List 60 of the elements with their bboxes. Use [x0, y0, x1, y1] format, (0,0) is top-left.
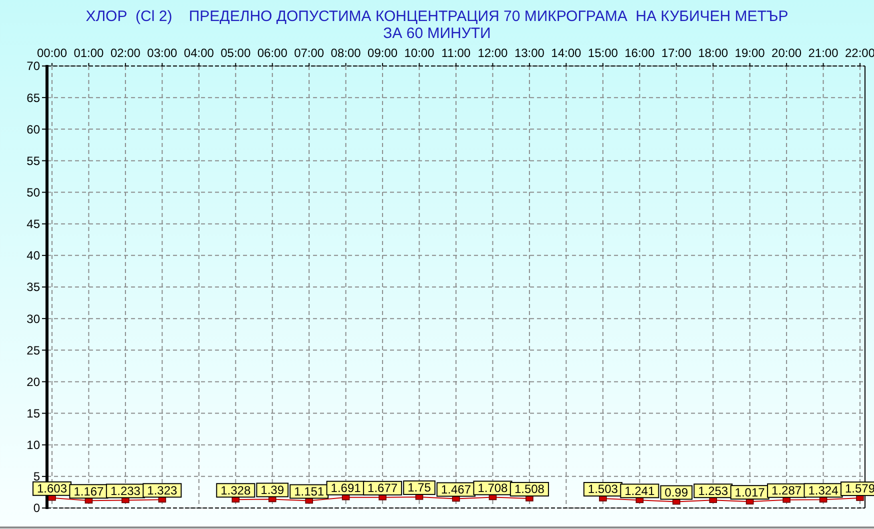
data-label: 1.75: [408, 480, 432, 495]
y-tick-label: 45: [26, 217, 40, 232]
y-tick-label: 65: [26, 90, 40, 105]
data-label: 1.508: [514, 482, 545, 496]
y-tick-label: 5: [33, 470, 40, 484]
y-tick-label: 35: [26, 280, 40, 294]
x-tick-label: 04:00: [184, 46, 214, 60]
data-label: 1.323: [147, 483, 178, 498]
x-tick-label: 15:00: [588, 46, 618, 60]
data-label: 1.287: [772, 484, 802, 498]
y-tick-label: 10: [26, 438, 40, 452]
x-tick-label: 10:00: [404, 46, 435, 60]
data-label: 1.253: [698, 484, 728, 498]
y-tick-label: 20: [26, 374, 40, 389]
y-tick-label: 55: [26, 154, 40, 168]
data-label: 1.241: [624, 484, 655, 498]
x-tick-label: 08:00: [330, 46, 362, 60]
data-label: 1.324: [808, 483, 839, 498]
x-tick-label: 17:00: [661, 46, 692, 60]
data-label: 1.328: [220, 483, 251, 498]
x-tick-label: 02:00: [110, 46, 141, 60]
data-label: 1.017: [734, 485, 766, 500]
x-tick-label: 19:00: [734, 46, 766, 60]
y-tick-label: 40: [26, 248, 40, 263]
data-label: 1.579: [844, 482, 874, 496]
x-tick-label: 11:00: [441, 46, 471, 60]
y-tick-label: 60: [26, 122, 40, 136]
x-tick-label: 20:00: [772, 46, 802, 60]
data-label: 1.39: [260, 482, 284, 497]
data-label: 1.467: [440, 482, 472, 496]
data-label: 1.708: [478, 480, 508, 495]
data-label: 1.167: [74, 484, 104, 498]
data-label: 1.151: [294, 484, 324, 498]
data-label: 1.603: [36, 482, 68, 496]
x-tick-label: 03:00: [147, 46, 178, 60]
data-label: 1.233: [110, 484, 141, 498]
x-tick-label: 06:00: [257, 46, 288, 60]
data-label: 1.677: [368, 481, 398, 496]
y-tick-label: 25: [26, 343, 40, 358]
x-tick-label: 18:00: [698, 46, 728, 60]
x-tick-label: 01:00: [74, 46, 104, 60]
x-tick-label: 21:00: [808, 46, 839, 60]
chart-subtitle: ЗА 60 МИНУТИ: [383, 25, 491, 42]
x-tick-label: 13:00: [514, 46, 545, 60]
x-tick-label: 09:00: [368, 46, 398, 60]
x-tick-label: 16:00: [624, 46, 655, 60]
x-tick-label: 00:00: [36, 46, 68, 60]
x-tick-label: 05:00: [220, 46, 251, 60]
data-label: 0.99: [664, 485, 688, 500]
y-tick-label: 15: [26, 406, 40, 420]
y-tick-label: 50: [26, 185, 40, 200]
y-tick-label: 0: [33, 501, 40, 516]
data-label: 1.691: [330, 481, 362, 496]
data-label: 1.503: [588, 482, 618, 496]
y-tick-label: 70: [26, 59, 40, 74]
y-tick-label: 30: [26, 312, 40, 326]
chart-title: ХЛОР (Cl 2) ПРЕДЕЛНО ДОПУСТИМА КОНЦЕНТРАЦИЯ 70 МИКРОГРАМА НА КУБИЧЕН МЕТЪР: [86, 8, 788, 25]
x-tick-label: 12:00: [478, 46, 508, 60]
x-tick-label: 14:00: [551, 46, 582, 60]
x-tick-label: 07:00: [294, 46, 324, 60]
